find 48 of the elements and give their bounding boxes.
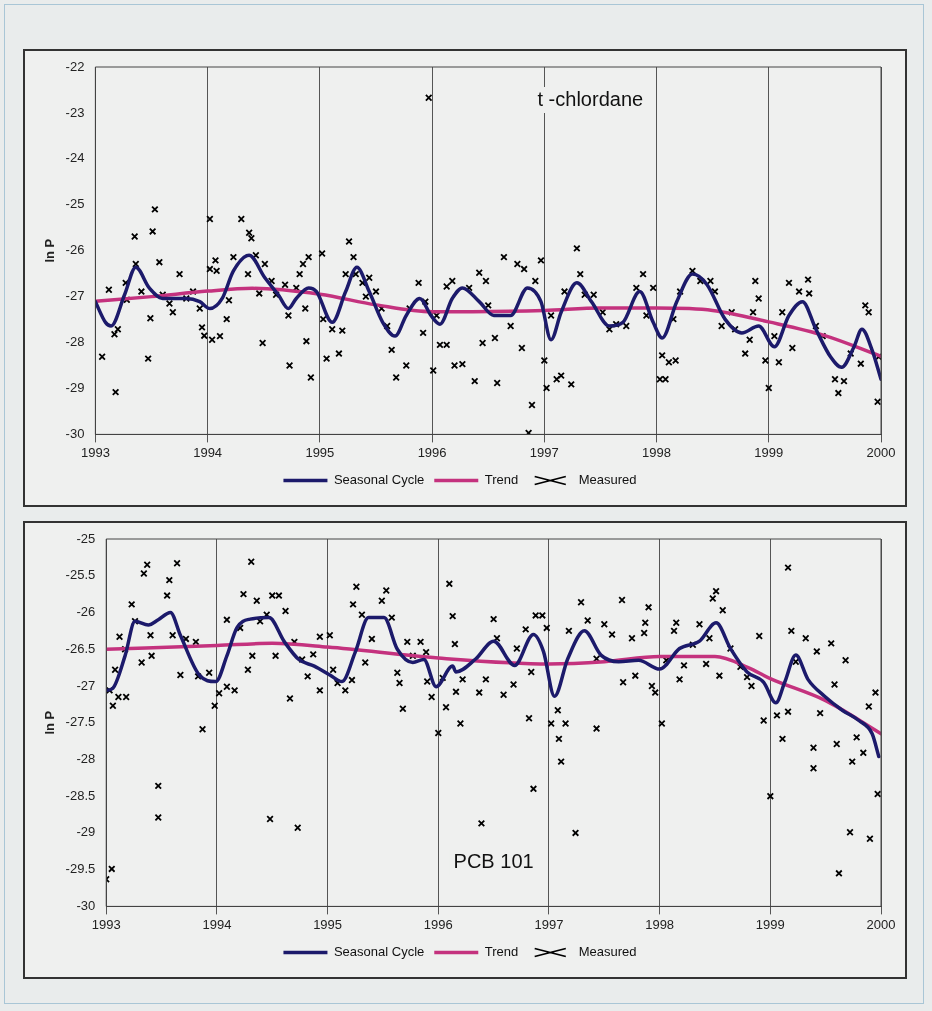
y-tick-label: -23 <box>65 104 85 120</box>
y-axis-title: ln P <box>42 710 58 735</box>
legend-label: Measured <box>578 944 637 960</box>
x-tick-label: 2000 <box>866 916 896 932</box>
y-tick-label: -28.5 <box>65 787 96 803</box>
y-tick-label: -26 <box>65 242 85 258</box>
x-tick-label: 1998 <box>645 916 675 932</box>
legend-label: Measured <box>578 472 637 488</box>
x-tick-label: 1994 <box>193 444 223 460</box>
y-tick-label: -30 <box>76 897 96 913</box>
x-tick-label: 1996 <box>417 444 447 460</box>
x-tick-label: 1993 <box>91 916 121 932</box>
y-tick-label: -22 <box>65 58 85 74</box>
x-tick-label: 1993 <box>80 444 110 460</box>
x-tick-label: 2000 <box>866 444 896 460</box>
x-tick-label: 1995 <box>313 916 343 932</box>
y-tick-label: -25.5 <box>65 567 96 583</box>
line-series <box>106 610 881 759</box>
legend-label: Seasonal Cycle <box>333 472 425 488</box>
y-tick-label: -29 <box>76 824 96 840</box>
y-tick-label: -26 <box>76 604 96 620</box>
x-tick-label: 1999 <box>755 916 785 932</box>
y-tick-label: -24 <box>65 150 85 166</box>
y-tick-label: -25 <box>76 530 96 546</box>
annotation: t -chlordane <box>537 87 644 110</box>
legend-label: Trend <box>484 472 519 488</box>
x-tick-label: 1999 <box>754 444 784 460</box>
x-tick-label: 1998 <box>642 444 671 460</box>
legend-label: Trend <box>484 944 519 960</box>
y-tick-label: -30 <box>65 425 85 441</box>
y-tick-label: -26.5 <box>65 640 96 656</box>
x-tick-label: 1996 <box>423 916 453 932</box>
y-tick-label: -28 <box>76 751 96 767</box>
x-tick-label: 1994 <box>202 916 232 932</box>
y-tick-label: -28 <box>65 334 85 350</box>
y-tick-label: -29.5 <box>65 861 96 877</box>
annotation: PCB 101 <box>453 849 534 872</box>
y-tick-label: -29 <box>65 380 85 396</box>
legend-label: Seasonal Cycle <box>333 944 425 960</box>
line-series <box>95 253 881 382</box>
y-tick-label: -27.5 <box>65 714 96 730</box>
y-tick-label: -27 <box>65 288 85 304</box>
x-tick-label: 1997 <box>534 916 564 932</box>
x-tick-label: 1997 <box>529 444 559 460</box>
y-tick-label: -25 <box>65 196 85 212</box>
x-tick-label: 1995 <box>305 444 335 460</box>
y-tick-label: -27 <box>76 677 96 693</box>
y-axis-title: ln P <box>42 238 58 263</box>
